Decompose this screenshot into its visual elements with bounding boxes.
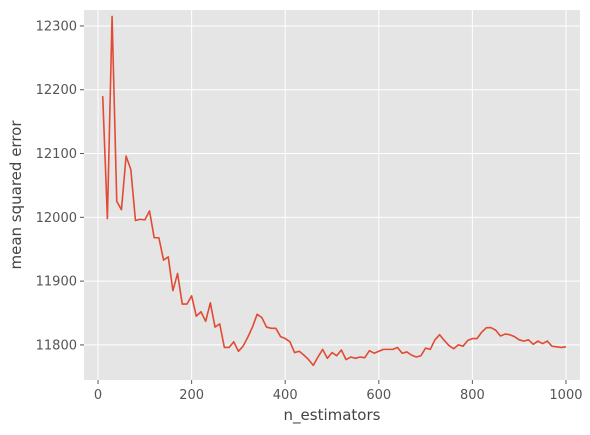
y-tick-label: 12200 [36, 83, 77, 98]
y-tick-label: 12300 [36, 19, 77, 34]
y-tick-label: 12100 [36, 147, 77, 162]
series-line [101, 15, 567, 367]
x-tick-label: 0 [94, 388, 102, 403]
y-axis-ticks: 11800 11900 12000 12100 12200 12300 [36, 19, 84, 353]
x-axis-label: n_estimators [284, 406, 381, 425]
x-tick-label: 200 [179, 388, 204, 403]
x-tick-label: 800 [460, 388, 485, 403]
x-axis-ticks: 0 200 400 600 800 1000 [94, 380, 583, 403]
x-tick-label: 1000 [549, 388, 582, 403]
x-tick-label: 600 [366, 388, 391, 403]
plot-area [84, 10, 580, 380]
y-tick-label: 11900 [36, 275, 77, 290]
grid [84, 10, 580, 380]
x-tick-label: 400 [273, 388, 298, 403]
y-tick-label: 11800 [36, 338, 77, 353]
y-axis-label: mean squared error [7, 120, 25, 270]
y-tick-label: 12000 [36, 211, 77, 226]
series-group [101, 15, 567, 367]
